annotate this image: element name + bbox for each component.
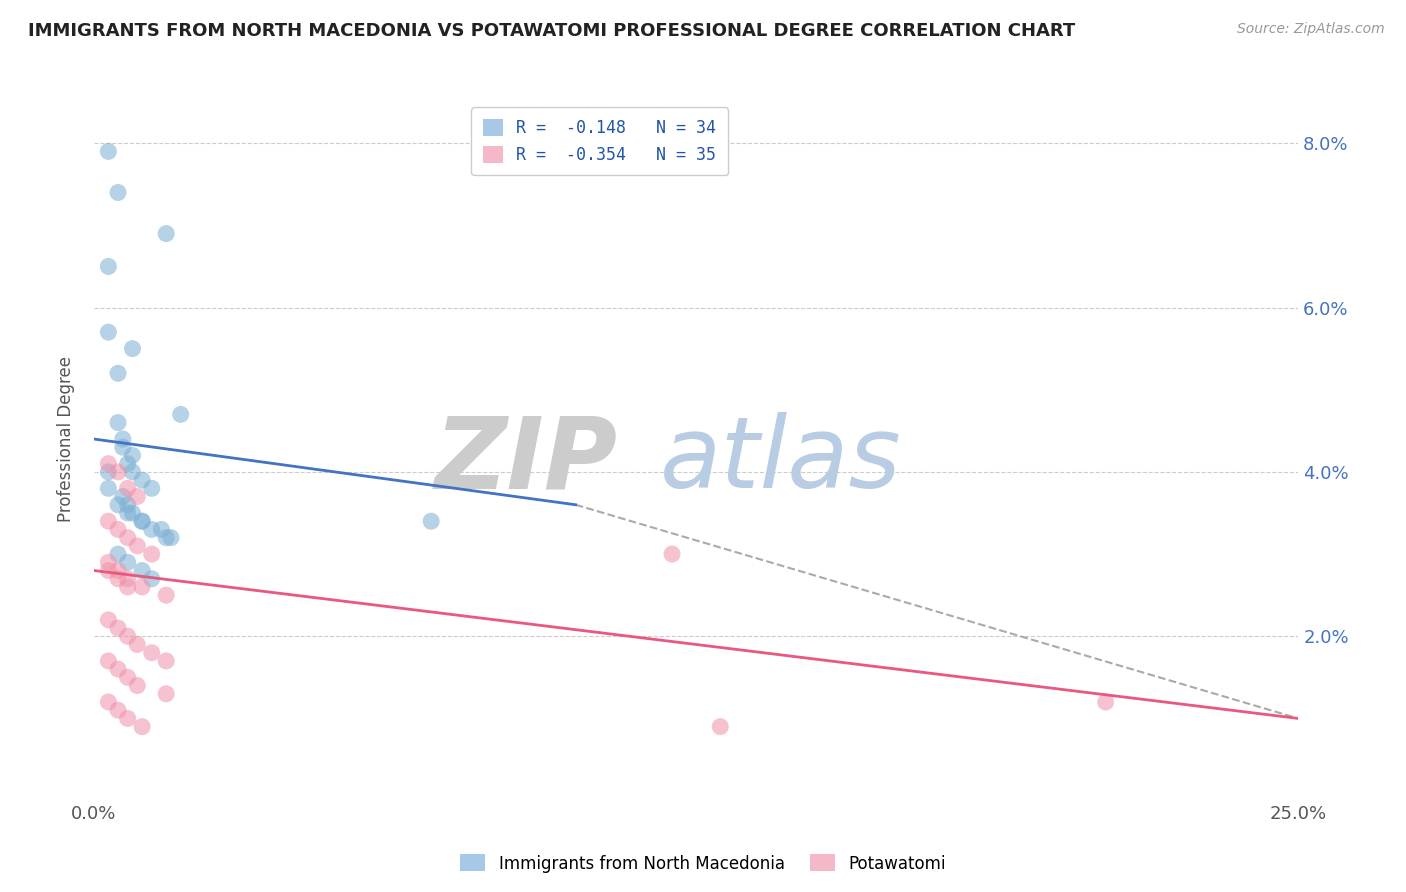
Point [127, 638, 149, 652]
Point [107, 366, 129, 380]
Point [155, 654, 177, 668]
Point [709, 720, 731, 734]
Point [131, 514, 153, 528]
Point [117, 457, 139, 471]
Point [97, 514, 120, 528]
Text: Source: ZipAtlas.com: Source: ZipAtlas.com [1237, 22, 1385, 37]
Point [155, 531, 177, 545]
Point [141, 523, 163, 537]
Point [97, 695, 120, 709]
Point [131, 720, 153, 734]
Legend: Immigrants from North Macedonia, Potawatomi: Immigrants from North Macedonia, Potawat… [454, 847, 952, 880]
Point [97, 260, 120, 274]
Point [111, 490, 134, 504]
Point [155, 588, 177, 602]
Point [141, 646, 163, 660]
Point [420, 514, 443, 528]
Point [121, 449, 143, 463]
Point [117, 572, 139, 586]
Point [97, 145, 120, 159]
Point [97, 654, 120, 668]
Point [141, 572, 163, 586]
Text: atlas: atlas [659, 412, 901, 509]
Point [97, 481, 120, 495]
Point [107, 662, 129, 676]
Point [117, 629, 139, 643]
Point [107, 621, 129, 635]
Point [117, 555, 139, 569]
Point [169, 408, 191, 422]
Point [131, 514, 153, 528]
Point [127, 679, 149, 693]
Point [97, 613, 120, 627]
Point [127, 490, 149, 504]
Point [97, 457, 120, 471]
Point [131, 580, 153, 594]
Point [121, 506, 143, 520]
Point [117, 481, 139, 495]
Point [117, 670, 139, 684]
Point [131, 564, 153, 578]
Point [155, 687, 177, 701]
Y-axis label: Professional Degree: Professional Degree [58, 356, 75, 522]
Point [107, 186, 129, 200]
Point [127, 539, 149, 553]
Point [150, 523, 173, 537]
Point [111, 432, 134, 446]
Point [117, 711, 139, 725]
Point [1094, 695, 1116, 709]
Point [97, 555, 120, 569]
Legend: R =  -0.148   N = 34, R =  -0.354   N = 35: R = -0.148 N = 34, R = -0.354 N = 35 [471, 107, 728, 176]
Point [107, 703, 129, 717]
Point [160, 531, 183, 545]
Point [141, 481, 163, 495]
Point [107, 498, 129, 512]
Text: IMMIGRANTS FROM NORTH MACEDONIA VS POTAWATOMI PROFESSIONAL DEGREE CORRELATION CH: IMMIGRANTS FROM NORTH MACEDONIA VS POTAW… [28, 22, 1076, 40]
Point [107, 465, 129, 479]
Point [661, 547, 683, 561]
Text: ZIP: ZIP [434, 412, 617, 509]
Point [121, 342, 143, 356]
Point [97, 564, 120, 578]
Point [107, 564, 129, 578]
Point [117, 580, 139, 594]
Point [141, 547, 163, 561]
Point [107, 416, 129, 430]
Point [107, 523, 129, 537]
Point [97, 465, 120, 479]
Point [107, 572, 129, 586]
Point [121, 465, 143, 479]
Point [97, 325, 120, 339]
Point [117, 531, 139, 545]
Point [107, 547, 129, 561]
Point [111, 440, 134, 454]
Point [131, 473, 153, 487]
Point [155, 227, 177, 241]
Point [117, 498, 139, 512]
Point [117, 506, 139, 520]
